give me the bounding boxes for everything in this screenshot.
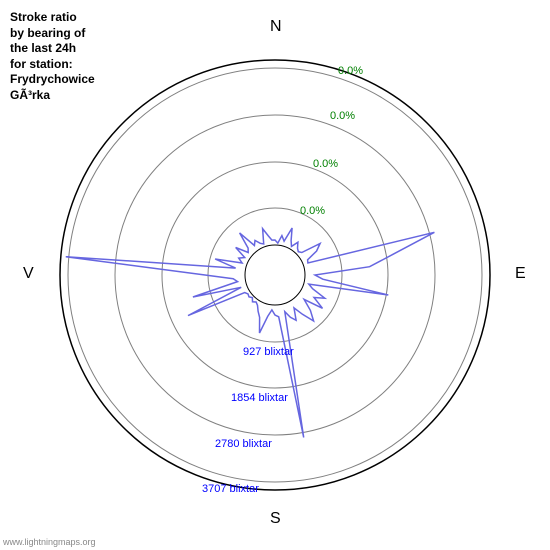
ring-label-top-1: 0.0%	[330, 110, 355, 122]
ring-label-bottom-2: 2780 blixtar	[215, 438, 272, 450]
ring-label-top-2: 0.0%	[313, 158, 338, 170]
polar-chart-container: Stroke ratio by bearing of the last 24h …	[0, 0, 550, 550]
ring-label-top-0: 0.0%	[338, 65, 363, 77]
ring-label-bottom-3: 3707 blixtar	[202, 483, 259, 495]
chart-title: Stroke ratio by bearing of the last 24h …	[10, 10, 95, 104]
cardinal-v: V	[23, 265, 34, 283]
cardinal-e: E	[515, 265, 526, 283]
cardinal-s: S	[270, 510, 281, 528]
ring-label-bottom-0: 927 blixtar	[243, 346, 294, 358]
attribution-text: www.lightningmaps.org	[3, 537, 96, 547]
cardinal-n: N	[270, 18, 282, 36]
ring-label-top-3: 0.0%	[300, 205, 325, 217]
ring-label-bottom-1: 1854 blixtar	[231, 392, 288, 404]
